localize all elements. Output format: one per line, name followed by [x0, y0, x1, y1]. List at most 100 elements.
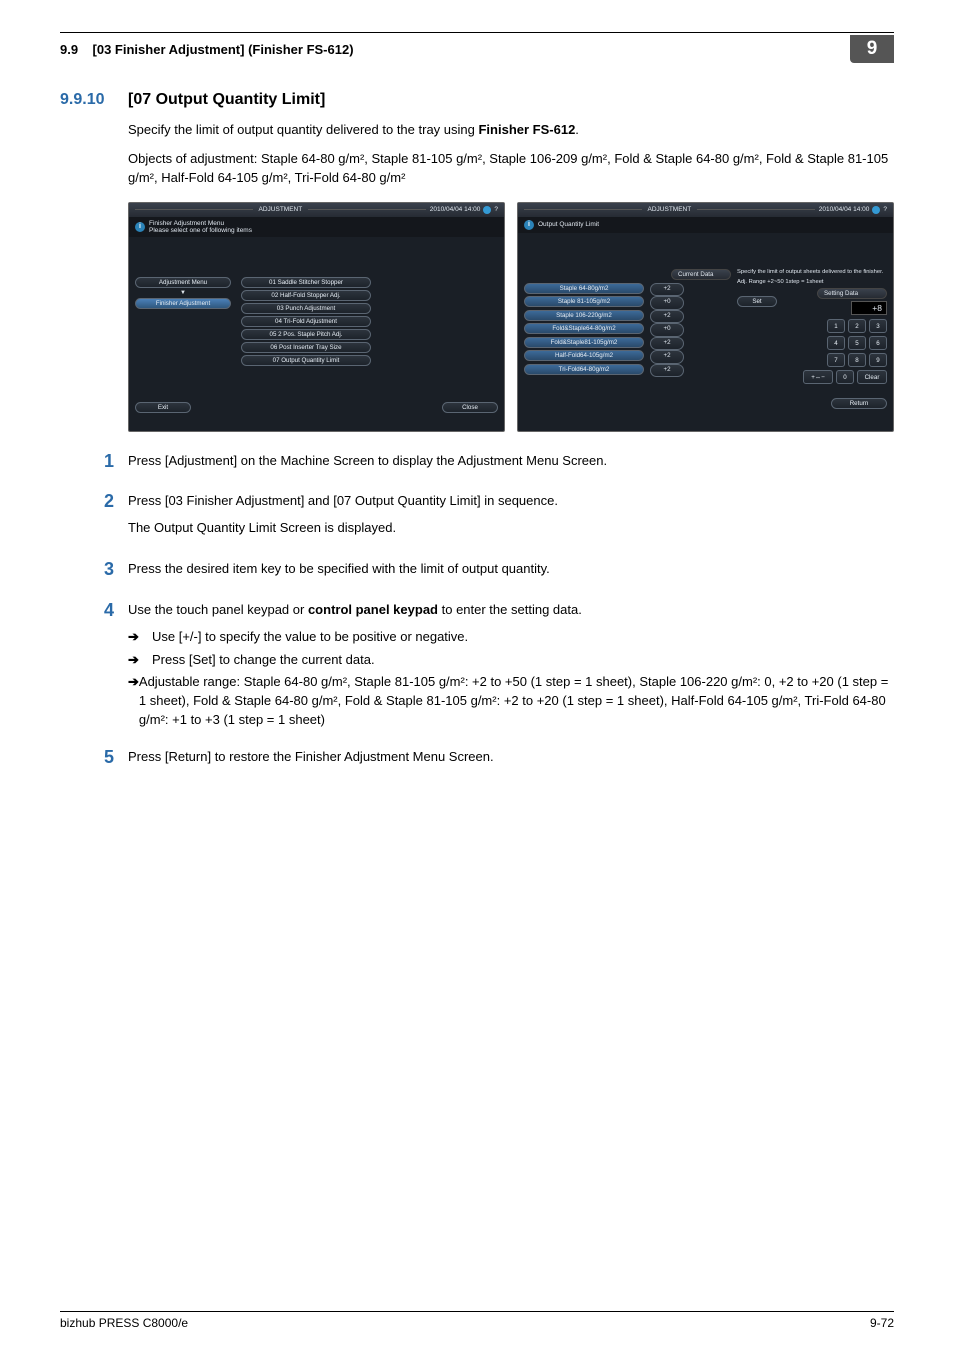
setting-data-label: Setting Data	[817, 288, 887, 299]
item-val-0: +2	[650, 283, 684, 297]
menu-item-04[interactable]: 04 Tri-Fold Adjustment	[241, 316, 371, 327]
intro-para-2: Objects of adjustment: Staple 64-80 g/m²…	[128, 150, 894, 188]
item-val-1: +0	[650, 296, 684, 310]
substep: ➔Use [+/-] to specify the value to be po…	[128, 628, 894, 647]
shot-statusline: i Finisher Adjustment Menu Please select…	[129, 217, 504, 237]
key-7[interactable]: 7	[827, 353, 845, 367]
section-heading: 9.9.10 [07 Output Quantity Limit]	[60, 91, 894, 109]
substep-text: Use [+/-] to specify the value to be pos…	[152, 628, 468, 647]
info-circle-icon: i	[135, 222, 145, 232]
chevron-down-icon: ▼	[135, 290, 231, 296]
key-1[interactable]: 1	[827, 319, 845, 333]
item-staple-64-80[interactable]: Staple 64-80g/m2	[524, 283, 644, 294]
info-circle-icon: i	[524, 220, 534, 230]
item-foldstaple-81-105[interactable]: Fold&Staple81-105g/m2	[524, 337, 644, 348]
step-3: 3 Press the desired item key to be speci…	[60, 560, 894, 587]
menu-item-07[interactable]: 07 Output Quantity Limit	[241, 355, 371, 366]
item-val-6: +2	[650, 364, 684, 378]
key-0[interactable]: 0	[836, 370, 854, 384]
step-text: Press [Return] to restore the Finisher A…	[128, 748, 894, 767]
key-6[interactable]: 6	[869, 336, 887, 350]
description-text-2: Adj. Range +2~50 1step = 1sheet	[737, 279, 887, 286]
info-icon	[483, 206, 491, 214]
step-text: Press [Adjustment] on the Machine Screen…	[128, 452, 894, 471]
page-footer: bizhub PRESS C8000/e 9-72	[60, 1311, 894, 1330]
status-text-1: Output Quantity Limit	[538, 221, 599, 228]
item-list-column: Current Data Staple 64-80g/m2 +2 Staple 8…	[524, 269, 731, 385]
item-trifold-64-80[interactable]: Tri-Fold64-80g/m2	[524, 364, 644, 375]
key-4[interactable]: 4	[827, 336, 845, 350]
help-icon: ?	[494, 206, 498, 213]
step-number: 3	[60, 560, 128, 578]
item-val-3: +0	[650, 323, 684, 337]
step-number: 5	[60, 748, 128, 766]
step-number: 1	[60, 452, 128, 470]
step-text: Use the touch panel keypad or control pa…	[128, 601, 894, 620]
sidebar-adjustment-menu[interactable]: Adjustment Menu	[135, 277, 231, 288]
substep-text: Press [Set] to change the current data.	[152, 651, 375, 670]
menu-item-05[interactable]: 05 2 Pos. Staple Pitch Adj.	[241, 329, 371, 340]
description-text-1: Specify the limit of output sheets deliv…	[737, 269, 887, 276]
shot-mode-label: ADJUSTMENT	[259, 206, 303, 213]
menu-item-06[interactable]: 06 Post Inserter Tray Size	[241, 342, 371, 353]
sidebar-finisher-adjustment[interactable]: Finisher Adjustment	[135, 298, 231, 309]
menu-item-02[interactable]: 02 Half-Fold Stopper Adj.	[241, 290, 371, 301]
step-1: 1 Press [Adjustment] on the Machine Scre…	[60, 452, 894, 479]
screenshot-right: ADJUSTMENT 2010/04/04 14:00 ? i Output Q…	[517, 202, 894, 432]
key-plusminus[interactable]: +⇔−	[803, 370, 833, 384]
arrow-icon: ➔	[128, 673, 139, 692]
arrow-icon: ➔	[128, 651, 152, 670]
arrow-icon: ➔	[128, 628, 152, 647]
shot-titlebar: ADJUSTMENT 2010/04/04 14:00 ?	[518, 203, 893, 217]
step-text: Press [03 Finisher Adjustment] and [07 O…	[128, 492, 894, 511]
step-4: 4 Use the touch panel keypad or control …	[60, 601, 894, 734]
item-staple-81-105[interactable]: Staple 81-105g/m2	[524, 296, 644, 307]
item-halffold-64-105[interactable]: Half-Fold64-105g/m2	[524, 350, 644, 361]
shot-mode-label: ADJUSTMENT	[648, 206, 692, 213]
keypad: 1 2 3 4 5 6 7 8 9	[827, 319, 887, 367]
substep-text: Adjustable range: Staple 64-80 g/m², Sta…	[139, 673, 894, 730]
screenshot-row: ADJUSTMENT 2010/04/04 14:00 ? i Finisher…	[128, 202, 894, 432]
shot-datetime: 2010/04/04 14:00	[819, 206, 870, 213]
key-5[interactable]: 5	[848, 336, 866, 350]
item-val-5: +2	[650, 350, 684, 364]
key-3[interactable]: 3	[869, 319, 887, 333]
setting-value: +8	[851, 301, 887, 315]
exit-button[interactable]: Exit	[135, 402, 191, 413]
step-2: 2 Press [03 Finisher Adjustment] and [07…	[60, 492, 894, 546]
item-foldstaple-64-80[interactable]: Fold&Staple64-80g/m2	[524, 323, 644, 334]
key-9[interactable]: 9	[869, 353, 887, 367]
header-section-num: 9.9	[60, 42, 78, 57]
intro-para-1: Specify the limit of output quantity del…	[128, 121, 894, 140]
section-title: [07 Output Quantity Limit]	[128, 91, 325, 109]
item-staple-106-220[interactable]: Staple 106-220g/m2	[524, 310, 644, 321]
footer-product: bizhub PRESS C8000/e	[60, 1316, 188, 1330]
header-section: 9.9 [03 Finisher Adjustment] (Finisher F…	[60, 42, 354, 57]
status-text-1: Finisher Adjustment Menu	[149, 220, 252, 227]
shot-statusline: i Output Quantity Limit	[518, 217, 893, 233]
menu-item-03[interactable]: 03 Punch Adjustment	[241, 303, 371, 314]
status-text-2: Please select one of following items	[149, 227, 252, 234]
step-text: Press the desired item key to be specifi…	[128, 560, 894, 579]
key-clear[interactable]: Clear	[857, 370, 887, 384]
info-icon	[872, 206, 880, 214]
step-text: The Output Quantity Limit Screen is disp…	[128, 519, 894, 538]
substep: ➔Press [Set] to change the current data.	[128, 651, 894, 670]
shot-titlebar: ADJUSTMENT 2010/04/04 14:00 ?	[129, 203, 504, 217]
step-number: 4	[60, 601, 128, 619]
section-number: 9.9.10	[60, 91, 128, 109]
close-button[interactable]: Close	[442, 402, 498, 413]
current-data-label: Current Data	[671, 269, 731, 280]
key-2[interactable]: 2	[848, 319, 866, 333]
shot-sidebar: Adjustment Menu ▼ Finisher Adjustment	[135, 277, 231, 368]
key-8[interactable]: 8	[848, 353, 866, 367]
running-header: 9.9 [03 Finisher Adjustment] (Finisher F…	[60, 32, 894, 63]
help-icon: ?	[883, 206, 887, 213]
set-button[interactable]: Set	[737, 296, 777, 307]
return-button[interactable]: Return	[831, 398, 887, 409]
header-section-title: [03 Finisher Adjustment] (Finisher FS-61…	[93, 42, 354, 57]
menu-item-01[interactable]: 01 Saddle Stitcher Stopper	[241, 277, 371, 288]
item-val-2: +2	[650, 310, 684, 324]
step-5: 5 Press [Return] to restore the Finisher…	[60, 748, 894, 775]
screenshot-left: ADJUSTMENT 2010/04/04 14:00 ? i Finisher…	[128, 202, 505, 432]
